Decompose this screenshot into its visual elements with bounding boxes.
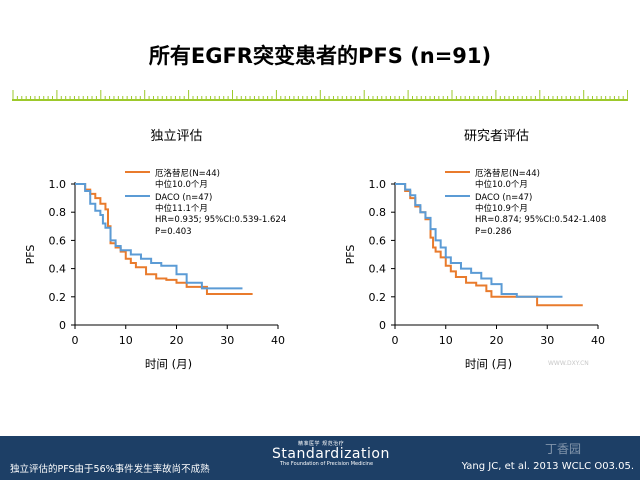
legend-label-1: 厄洛替尼(N=44) <box>155 168 220 179</box>
chart-independent-assessment: 独立评估 0 0.2 0.4 0.6 0.8 1.0 0 10 20 30 40 时间 (月) PFS 厄洛… <box>0 120 320 380</box>
x-tick-label: 40 <box>591 334 605 347</box>
x-tick-label: 30 <box>540 334 554 347</box>
legend-hr: HR=0.874; 95%CI:0.542-1.408 <box>475 215 606 225</box>
x-tick-label: 20 <box>490 334 504 347</box>
y-tick-label: 0.2 <box>369 291 387 304</box>
y-axis-label: PFS <box>344 245 357 265</box>
km-plot: 独立评估 0 0.2 0.4 0.6 0.8 1.0 0 10 20 30 40 时间 (月) PFS 厄洛… <box>24 129 286 371</box>
standardization-logo: 精准医学 规范治疗 Standardization The Foundation… <box>272 440 390 476</box>
legend-label-1: 厄洛替尼(N=44) <box>475 168 540 179</box>
chart-title: 独立评估 <box>150 129 202 144</box>
footer-bar <box>0 436 640 480</box>
slide-title: 所有EGFR突变患者的PFS (n=91) <box>148 44 492 68</box>
dxy-watermark: 丁香园 <box>545 442 582 456</box>
y-tick-label: 0 <box>379 319 386 332</box>
chart-investigator-assessment: 研究者评估 0 0.2 0.4 0.6 0.8 1.0 0 10 20 30 40 时间 (月) PFS 厄… <box>320 120 640 380</box>
y-tick-label: 0.8 <box>369 206 387 219</box>
y-tick-label: 1.0 <box>369 178 387 191</box>
decorative-ruler <box>12 90 628 101</box>
footer-citation: Yang JC, et al. 2013 WCLC O03.05. <box>461 461 634 472</box>
legend-median-2: 中位10.9个月 <box>475 203 528 214</box>
x-axis-label: 时间 (月) <box>465 357 512 371</box>
y-tick-label: 0.6 <box>369 234 387 247</box>
logo-chinese-text: 精准医学 规范治疗 <box>298 441 345 447</box>
series-line-1 <box>75 183 253 295</box>
x-axis-label: 时间 (月) <box>145 357 192 371</box>
legend-median-2: 中位11.1个月 <box>155 203 208 214</box>
series-line-2 <box>75 183 243 290</box>
legend-hr: HR=0.935; 95%CI:0.539-1.624 <box>155 215 286 225</box>
chart-title: 研究者评估 <box>464 129 529 144</box>
legend-median-1: 中位10.0个月 <box>155 179 208 190</box>
y-tick-label: 0.4 <box>369 263 387 276</box>
x-tick-label: 20 <box>170 334 184 347</box>
logo-wordmark: Standardization <box>272 446 390 462</box>
footer-note: 独立评估的PFS由于56%事件发生率故尚不成熟 <box>10 464 210 475</box>
y-tick-label: 0.8 <box>49 206 67 219</box>
series-line-2 <box>395 183 563 298</box>
legend-label-2: DACO (n=47) <box>475 193 532 203</box>
km-plot: 研究者评估 0 0.2 0.4 0.6 0.8 1.0 0 10 20 30 40 时间 (月) PFS 厄… <box>344 129 606 371</box>
y-tick-label: 0 <box>59 319 66 332</box>
y-tick-label: 0.6 <box>49 234 67 247</box>
watermark-url: WWW.DXY.CN <box>548 360 589 367</box>
x-tick-label: 0 <box>72 334 79 347</box>
y-tick-label: 0.2 <box>49 291 67 304</box>
y-tick-label: 1.0 <box>49 178 67 191</box>
x-tick-label: 10 <box>439 334 453 347</box>
x-tick-label: 0 <box>392 334 399 347</box>
legend-median-1: 中位10.0个月 <box>475 179 528 190</box>
x-tick-label: 30 <box>220 334 234 347</box>
x-tick-label: 40 <box>271 334 285 347</box>
x-tick-label: 10 <box>119 334 133 347</box>
legend-p-value: P=0.403 <box>155 227 192 237</box>
legend-label-2: DACO (n=47) <box>155 193 212 203</box>
y-tick-label: 0.4 <box>49 263 67 276</box>
logo-tagline: The Foundation of Precision Medicine <box>280 461 374 467</box>
legend-p-value: P=0.286 <box>475 227 512 237</box>
y-axis-label: PFS <box>24 245 37 265</box>
